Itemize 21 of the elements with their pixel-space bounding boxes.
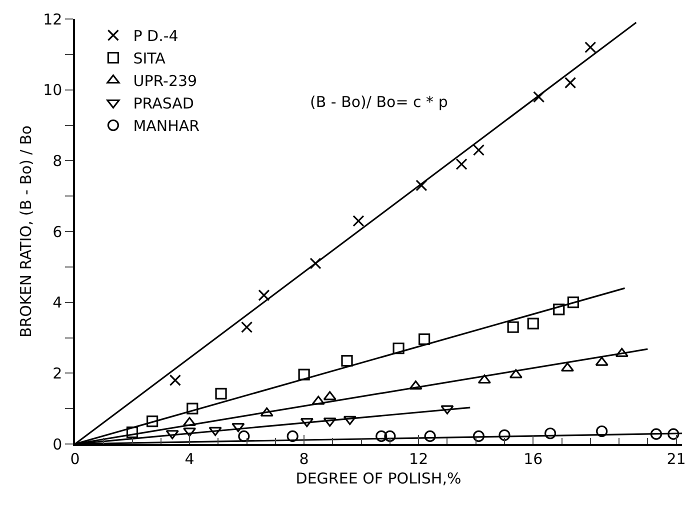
y-tick-label: 8 [52, 152, 62, 170]
annotation: (B - Bo)/ Bo= c * p [310, 93, 448, 111]
x-tick-label: 0 [70, 450, 80, 468]
x-tick-label: 16 [524, 450, 543, 468]
x-axis-title: DEGREE OF POLISH,% [296, 469, 462, 488]
x-tick-label: 8 [299, 450, 309, 468]
legend-label: P D.-4 [133, 27, 178, 46]
x-tick-label: 4 [184, 450, 194, 468]
legend-label: MANHAR [133, 117, 200, 136]
y-axis-title: BROKEN RATIO, (B - Bo) / Bo [16, 125, 35, 338]
legend-label: SITA [133, 50, 166, 68]
y-tick-label: 0 [52, 435, 62, 454]
legend-label: PRASAD [133, 94, 194, 113]
y-tick-label: 10 [43, 81, 62, 100]
y-tick-label: 2 [52, 364, 62, 382]
legend-label: UPR-239 [133, 72, 198, 90]
y-tick-label: 6 [52, 222, 62, 241]
x-tick-label: 12 [409, 450, 428, 468]
y-tick-label: 4 [52, 294, 62, 312]
y-tick-label: 12 [43, 10, 62, 28]
x-tick-label: 21 [666, 450, 686, 468]
